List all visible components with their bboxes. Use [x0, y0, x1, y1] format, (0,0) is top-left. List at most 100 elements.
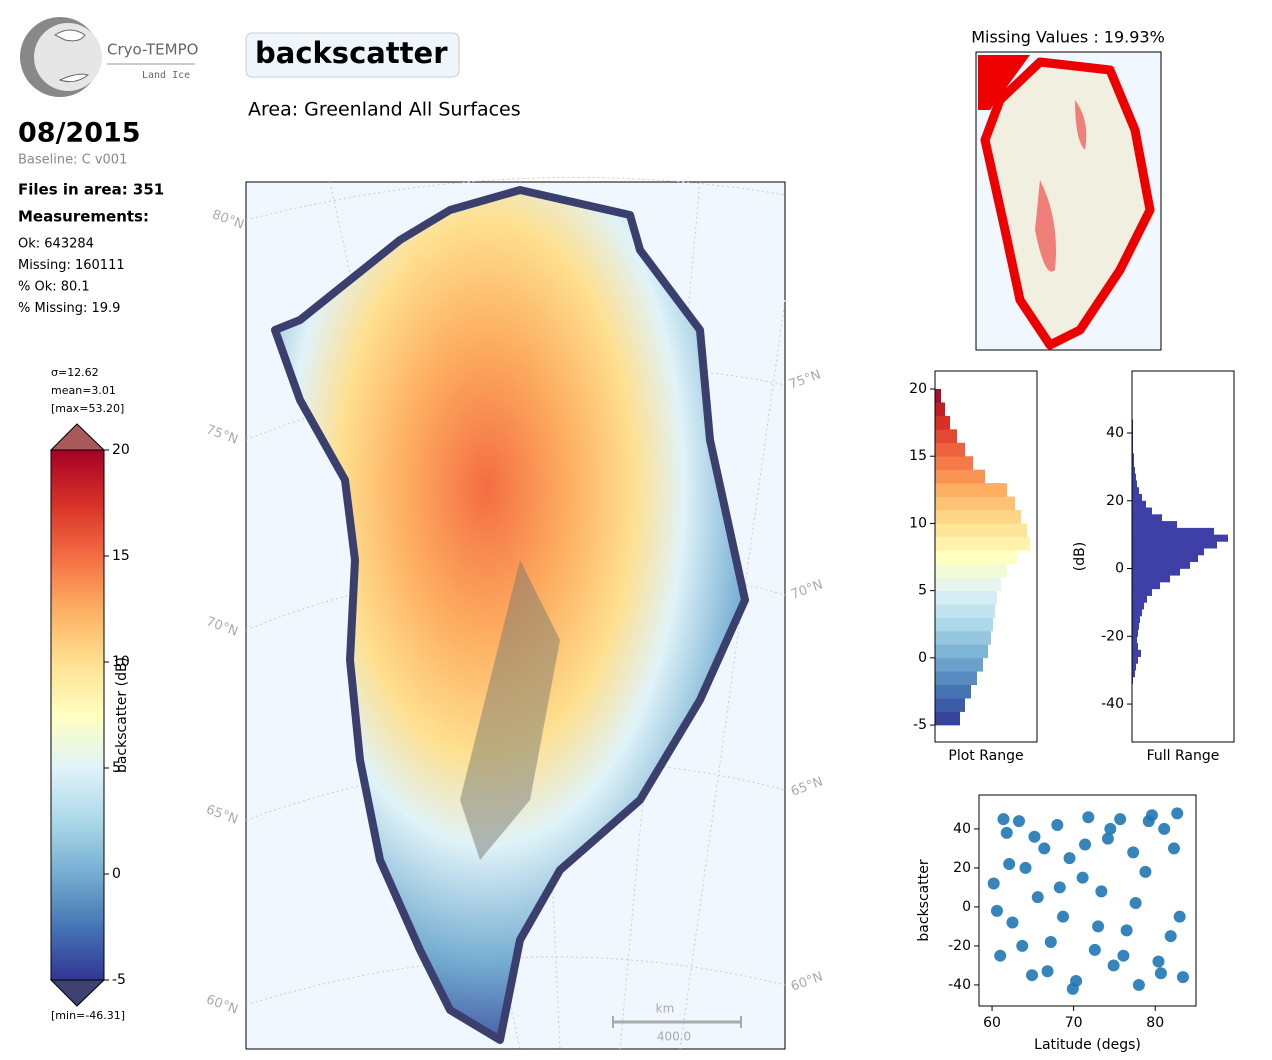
- cb-stat: [max=53.20]: [51, 402, 124, 415]
- hist-bar: [935, 456, 973, 470]
- x-axis-label: Latitude (degs): [1034, 1037, 1141, 1053]
- scatter-point: [1003, 858, 1016, 871]
- scatter-point: [1066, 982, 1079, 995]
- hist-bar: [1132, 500, 1146, 508]
- axes-frame: [1131, 370, 1235, 743]
- hist-bar: [1132, 663, 1136, 671]
- y-tick-label: -40: [948, 977, 971, 993]
- hist-bar: [1132, 493, 1142, 502]
- hist-bar: [1132, 554, 1198, 563]
- cb-tick-label: 10: [112, 654, 130, 670]
- hist-bar: [935, 469, 985, 484]
- cb-extend-max: [49, 423, 106, 451]
- hist-bar: [935, 389, 941, 403]
- hist-bar: [1132, 473, 1136, 481]
- hist-bar: [1132, 636, 1137, 644]
- scatter-point: [1057, 910, 1070, 923]
- hist-bar: [935, 550, 1017, 565]
- missing-map: Missing Values : 19.93%: [971, 28, 1165, 351]
- scatter-point: [1101, 832, 1114, 845]
- missing-title: Missing Values : 19.93%: [971, 28, 1165, 47]
- colorbar: σ=12.62 mean=3.01 [max=53.20] [min=-46.3…: [49, 366, 130, 1022]
- hist-bar: [935, 415, 950, 430]
- lat-label: 70°N: [789, 577, 825, 602]
- hist-bar: [935, 671, 977, 686]
- main-map: 80°N 75°N 70°N 65°N 60°N 75°N 70°N 65°N 60°N km…: [204, 176, 825, 1050]
- stat: % Ok: 80.1: [18, 280, 90, 295]
- stats: Ok: 643284 Missing: 160111 % Ok: 80.1 % Mis…: [18, 237, 125, 317]
- hist-bar: [1132, 466, 1135, 474]
- lat-label: 80°N: [210, 207, 246, 232]
- axes-frame: [934, 370, 1038, 743]
- scatter-point: [1000, 826, 1013, 839]
- hist-bar: [1132, 575, 1170, 583]
- scatter-point: [1117, 949, 1130, 962]
- lat-label: 65°N: [204, 802, 240, 827]
- scatter-point: [1120, 924, 1133, 937]
- hist-bar: [1132, 548, 1204, 556]
- scatter-point: [1114, 813, 1127, 826]
- lat-label: 70°N: [204, 614, 240, 639]
- hist-bar: [1132, 588, 1152, 596]
- hist-bar: [935, 577, 1001, 591]
- lat-label: 75°N: [204, 422, 240, 447]
- y-tick-label: 10: [909, 515, 927, 531]
- area: Area: Greenland All Surfaces: [248, 99, 521, 121]
- scatter-point: [1127, 846, 1140, 859]
- scatter-point: [1076, 871, 1089, 884]
- hist-bar: [1132, 561, 1190, 569]
- cb-tick-label: -5: [112, 972, 126, 988]
- scatter-point: [1028, 830, 1041, 843]
- scatter-point: [1016, 939, 1029, 952]
- hist-bar: [935, 429, 957, 444]
- y-tick-label: 0: [1115, 561, 1124, 577]
- scatter-point: [1044, 936, 1057, 949]
- hist-bar: [935, 442, 965, 457]
- scatter-point: [1152, 955, 1165, 968]
- scatter-point: [1142, 815, 1155, 828]
- scatter-point: [1154, 967, 1167, 980]
- scatter-point: [1063, 852, 1076, 865]
- scatter-point: [1173, 910, 1186, 923]
- hist-bar: [1132, 602, 1144, 610]
- y-tick-label: -20: [948, 938, 971, 954]
- hist-bar: [1132, 521, 1177, 529]
- hist-bar: [935, 402, 945, 417]
- hist-bar: [935, 657, 983, 672]
- hist-bar: [935, 644, 988, 659]
- scatter-point: [1019, 861, 1032, 874]
- scatter-point: [1012, 815, 1025, 828]
- y-tick-label: -20: [1101, 628, 1124, 644]
- y-axis-label: backscatter: [916, 859, 932, 941]
- scatter-point: [1026, 969, 1039, 982]
- lat-label: 60°N: [789, 969, 825, 994]
- x-tick-label: 70: [1065, 1015, 1083, 1031]
- y-tick-label: 40: [1106, 425, 1124, 441]
- scatter-point: [997, 813, 1010, 826]
- cb-stat: σ=12.62: [51, 366, 99, 379]
- hist-bar: [1132, 609, 1142, 617]
- scatter-point: [1053, 881, 1066, 894]
- cb-stat: mean=3.01: [51, 384, 116, 397]
- scatter-point: [1051, 819, 1064, 832]
- scatter-point: [1088, 943, 1101, 956]
- scatter-point: [990, 904, 1003, 917]
- cb-tick-label: 0: [112, 866, 121, 882]
- hist-bar: [935, 496, 1015, 511]
- scatter-point: [1041, 965, 1054, 978]
- lat-label: 75°N: [787, 367, 823, 392]
- hist-bar: [1132, 643, 1138, 651]
- hist-bar: [1132, 534, 1228, 542]
- hist-bar: [935, 698, 965, 712]
- y-tick-label: 20: [1106, 493, 1124, 509]
- x-tick-label: 80: [1146, 1015, 1164, 1031]
- scale-unit: km: [656, 1002, 675, 1016]
- hist-bar: [1132, 649, 1141, 657]
- y-axis-label: (dB): [1072, 542, 1088, 571]
- scatter-point: [1167, 842, 1180, 855]
- scatter-point: [1031, 891, 1044, 904]
- hist-bar: [1132, 629, 1138, 637]
- cb-tick-label: 5: [112, 760, 121, 776]
- hist-bar: [1132, 582, 1160, 590]
